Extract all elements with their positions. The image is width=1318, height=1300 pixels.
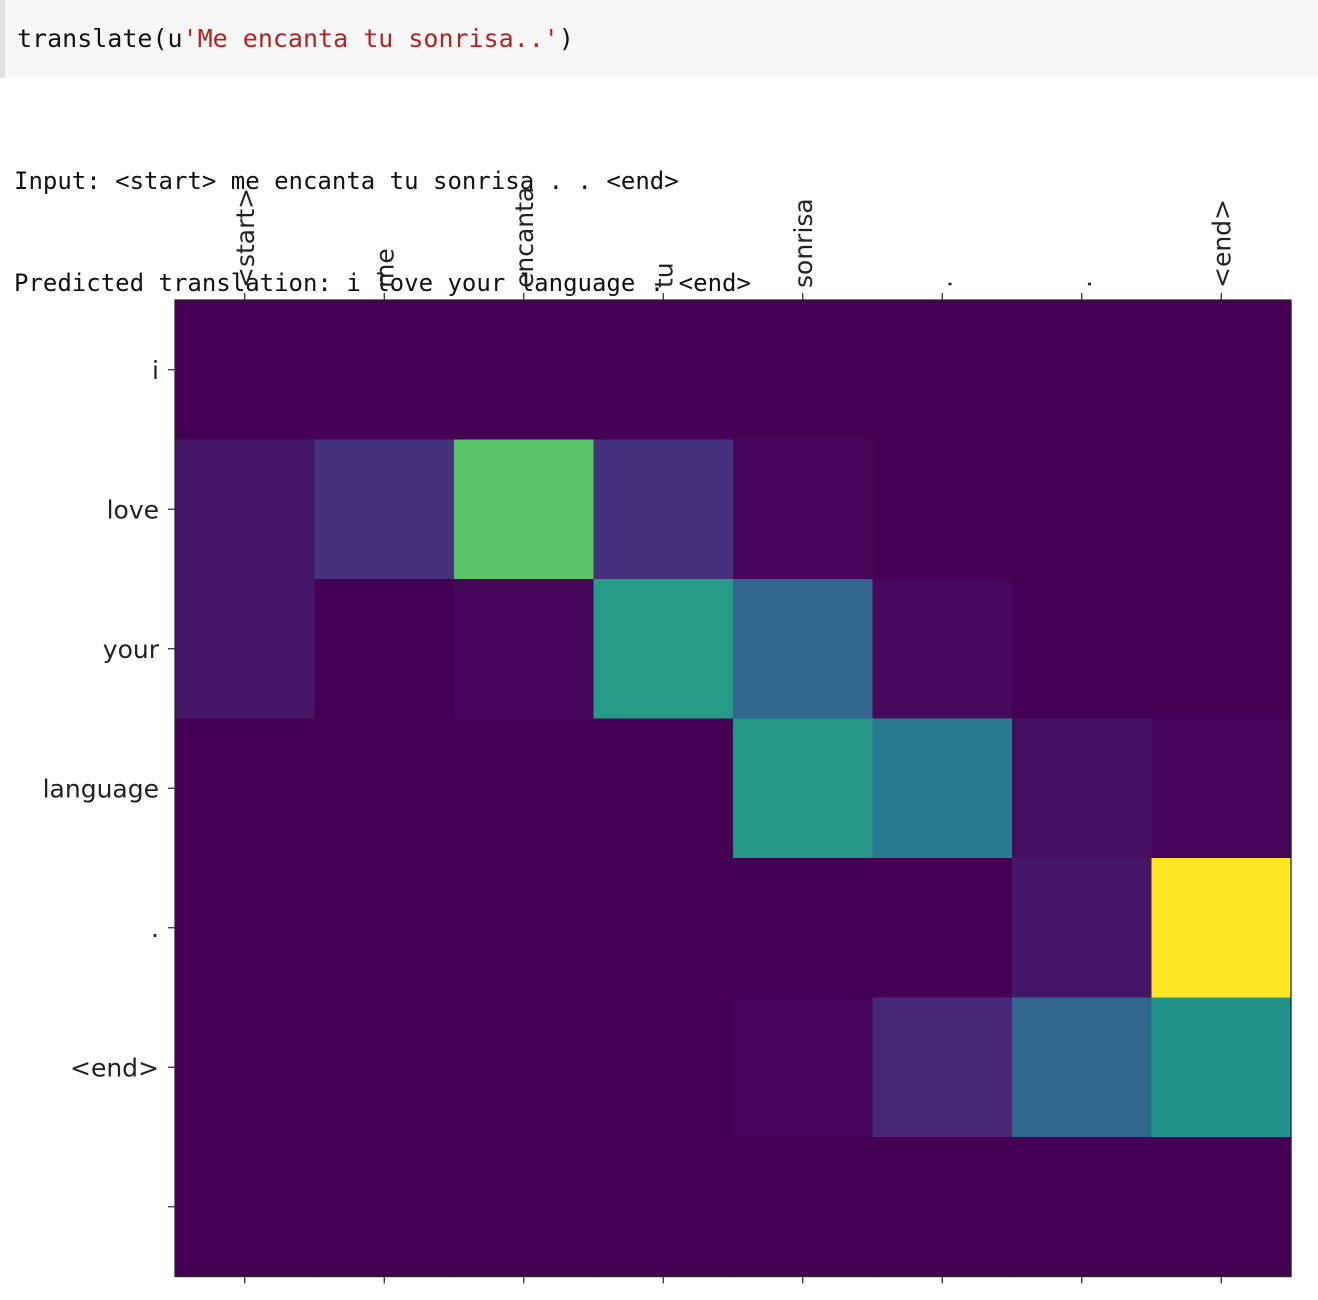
heatmap-cell: [314, 1137, 455, 1278]
heatmap-cell: [1012, 997, 1153, 1138]
heatmap-cell: [314, 439, 455, 580]
x-tick-label: tu: [649, 262, 678, 288]
heatmap-cell: [593, 1137, 734, 1278]
heatmap-cell: [1151, 718, 1292, 859]
x-tick-label: .: [1068, 280, 1097, 288]
heatmap-cell: [733, 300, 874, 441]
y-tick-label: i: [152, 356, 159, 385]
heatmap-cell: [1151, 858, 1292, 999]
output-prediction-line: Predicted translation: i love your langu…: [14, 269, 751, 297]
heatmap-cell: [733, 718, 874, 859]
heatmap-cell: [593, 579, 734, 720]
code-prefix: u: [167, 24, 183, 53]
heatmap-cell: [175, 718, 316, 859]
x-tick-label: .: [928, 280, 957, 288]
x-tick-label: <end>: [1207, 199, 1236, 288]
heatmap-cell: [593, 300, 734, 441]
heatmap-cell: [1151, 439, 1292, 580]
code-line: translate(u'Me encanta tu sonrisa..'): [17, 24, 574, 53]
heatmap-cell: [314, 858, 455, 999]
heatmap-cell: [314, 300, 455, 441]
heatmap-cell: [872, 1137, 1013, 1278]
heatmap-cell: [593, 997, 734, 1138]
heatmap-cell: [1012, 300, 1153, 441]
heatmap-cell: [872, 300, 1013, 441]
heatmap-cell: [454, 858, 595, 999]
x-tick-label: sonrisa: [789, 198, 818, 288]
heatmap-cell: [454, 997, 595, 1138]
x-tick-label: me: [370, 248, 399, 288]
heatmap-cell: [872, 439, 1013, 580]
cell-output: Input: <start> me encanta tu sonrisa . .…: [14, 96, 751, 334]
heatmap-cell: [872, 579, 1013, 720]
x-tick-label: encanta: [510, 187, 539, 288]
heatmap-cell: [314, 718, 455, 859]
heatmap-cell: [733, 1137, 874, 1278]
heatmap-cell: [1012, 579, 1153, 720]
heatmap-cell: [314, 997, 455, 1138]
heatmap-cell: [454, 300, 595, 441]
heatmap-cell: [175, 997, 316, 1138]
heatmap-cell: [175, 858, 316, 999]
code-func: translate(: [17, 24, 168, 53]
heatmap-cell: [175, 1137, 316, 1278]
heatmap-cell: [1151, 300, 1292, 441]
heatmap-cell: [593, 439, 734, 580]
heatmap-cell: [593, 718, 734, 859]
code-close: ): [558, 24, 574, 53]
heatmap-cell: [872, 997, 1013, 1138]
heatmap-cell: [733, 997, 874, 1138]
heatmap-cell: [454, 579, 595, 720]
heatmap-cell: [1151, 997, 1292, 1138]
y-tick-label: your: [103, 635, 160, 664]
heatmap-cell: [872, 718, 1013, 859]
heatmap-cell: [175, 300, 316, 441]
heatmap-cell: [733, 858, 874, 999]
heatmap-cell: [454, 1137, 595, 1278]
heatmap-cell: [733, 439, 874, 580]
heatmap-cell: [314, 579, 455, 720]
heatmap-cell: [1151, 1137, 1292, 1278]
y-tick-label: <end>: [70, 1053, 159, 1082]
heatmap-cell: [872, 858, 1013, 999]
code-string: 'Me encanta tu sonrisa..': [182, 24, 559, 53]
heatmap-cell: [454, 718, 595, 859]
heatmap-cell: [454, 439, 595, 580]
heatmap-cell: [733, 579, 874, 720]
heatmap-cell: [1012, 439, 1153, 580]
heatmap-cell: [175, 579, 316, 720]
heatmap-cell: [1012, 718, 1153, 859]
heatmap-cell: [1151, 579, 1292, 720]
y-tick-label: language: [43, 774, 159, 803]
y-tick-label: love: [107, 495, 159, 524]
heatmap-cell: [593, 858, 734, 999]
heatmap-cell: [1012, 1137, 1153, 1278]
heatmap-cell: [1012, 858, 1153, 999]
code-cell[interactable]: translate(u'Me encanta tu sonrisa..'): [0, 0, 1318, 78]
heatmap-cell: [175, 439, 316, 580]
x-tick-label: <start>: [231, 188, 260, 288]
y-tick-label: .: [151, 914, 159, 943]
output-input-line: Input: <start> me encanta tu sonrisa . .…: [14, 167, 679, 195]
